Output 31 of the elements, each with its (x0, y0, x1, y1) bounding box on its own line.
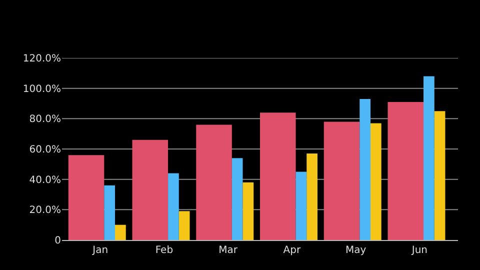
y-tick-label: 60.0% (29, 144, 61, 156)
y-tick-label: 80.0% (29, 114, 61, 126)
bar (178, 211, 190, 240)
bar (306, 154, 318, 240)
bar (68, 155, 104, 240)
bar (260, 112, 296, 240)
bar (296, 172, 307, 240)
bar (242, 182, 254, 240)
bar (104, 185, 116, 240)
bar (388, 102, 424, 240)
bar (324, 122, 360, 240)
y-tick-label: 20.0% (29, 205, 61, 216)
bar (360, 98, 370, 240)
y-tick-label: 100.0% (22, 84, 61, 95)
bar (232, 158, 243, 240)
bar (196, 124, 232, 240)
x-tick-label: May (345, 245, 366, 256)
y-tick-label: 0 (54, 236, 61, 246)
x-tick-label: Jan (92, 245, 108, 256)
bar (370, 123, 382, 240)
y-tick-label: 120.0% (22, 54, 61, 64)
x-tick-label: Apr (283, 245, 302, 256)
x-tick-label: Feb (155, 245, 174, 256)
bar (168, 173, 179, 240)
bar (115, 224, 126, 240)
bar (132, 140, 168, 240)
bar (434, 111, 446, 240)
x-tick-label: Jun (410, 245, 428, 256)
x-tick-label: Mar (218, 245, 238, 256)
bar (424, 76, 434, 240)
y-tick-label: 40.0% (29, 174, 61, 186)
